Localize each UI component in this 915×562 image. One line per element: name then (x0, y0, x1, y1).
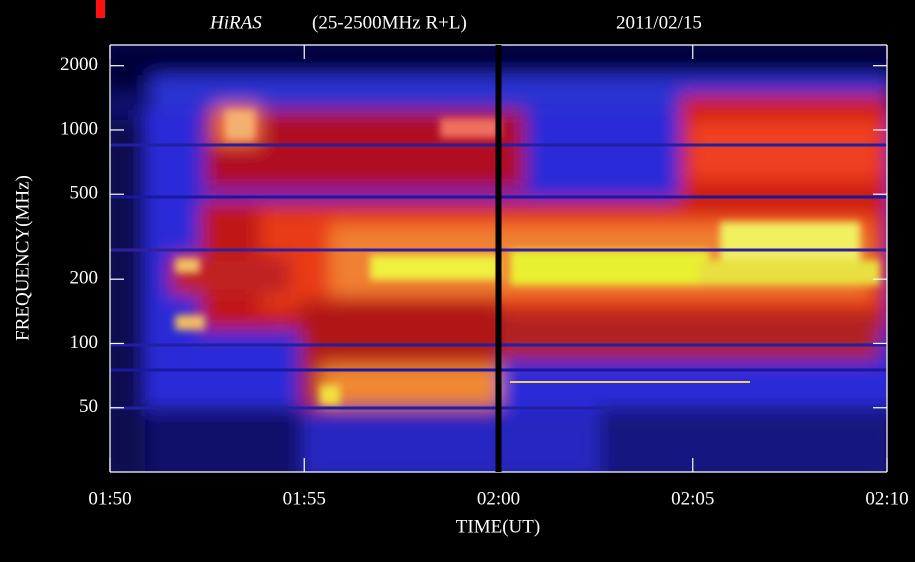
x-tick-label: 01:50 (88, 488, 131, 509)
x-tick-label: 02:00 (477, 488, 520, 509)
x-axis-label: TIME(UT) (456, 516, 540, 537)
title-name: HiRAS (209, 12, 262, 33)
x-tick-label: 01:55 (283, 488, 326, 509)
corner-marker (96, 0, 105, 18)
title-date: 2011/02/15 (616, 12, 702, 33)
chart: HiRAS (25-2500MHz R+L) 2011/02/15 TIME(U… (0, 0, 915, 562)
y-tick-label: 1000 (60, 118, 98, 139)
y-tick-label: 100 (70, 332, 99, 353)
y-tick-label: 200 (70, 268, 99, 289)
page: HiRAS (25-2500MHz R+L) 2011/02/15 TIME(U… (0, 0, 915, 562)
y-tick-label: 50 (79, 396, 98, 417)
x-tick-label: 02:10 (865, 488, 908, 509)
title-range: (25-2500MHz R+L) (312, 12, 467, 33)
y-axis-label: FREQUENCY(MHz) (12, 175, 33, 341)
y-tick-label: 500 (70, 183, 99, 204)
y-tick-label: 2000 (60, 54, 98, 75)
x-tick-label: 02:05 (671, 488, 714, 509)
